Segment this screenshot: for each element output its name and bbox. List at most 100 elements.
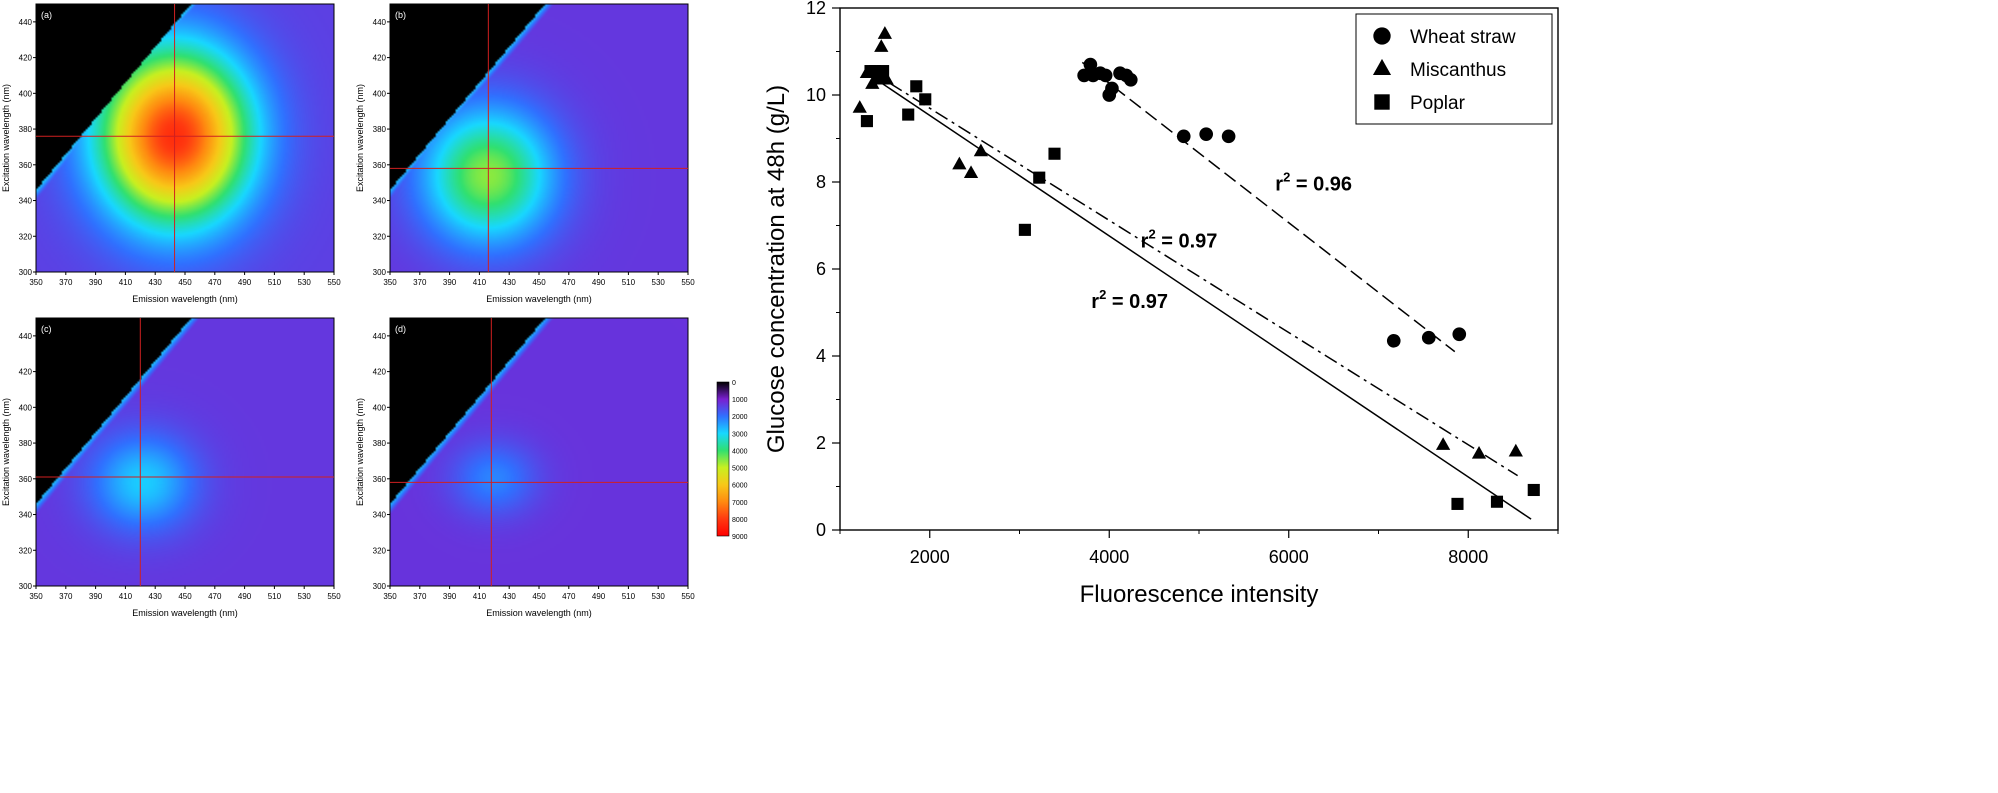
y-tick-label: 2: [816, 433, 826, 453]
y-tick-label: 360: [19, 475, 33, 484]
data-point: [1221, 129, 1236, 144]
x-tick-label: 510: [622, 592, 636, 601]
y-tick-label: 400: [373, 89, 387, 98]
eem-panel-c: (c) 350 370 390 410 430 450 470 490 510 530 550 300 3…: [1, 317, 341, 618]
x-axis-label: Fluorescence intensity: [1080, 581, 1319, 608]
x-tick-label: 350: [383, 278, 397, 287]
data-point: [852, 100, 867, 113]
y-tick-label: 440: [373, 18, 387, 27]
data-point: [952, 156, 967, 170]
fit-line: [866, 72, 1532, 520]
y-tick-label: 380: [19, 439, 33, 448]
x-tick-label: 550: [327, 278, 341, 287]
data-point: [1435, 437, 1451, 450]
x-tick-label: 550: [327, 592, 341, 601]
data-point: [860, 115, 873, 128]
y-tick-label: 0: [816, 520, 826, 540]
y-tick-label: 340: [19, 511, 33, 520]
y-tick-label: 420: [373, 54, 387, 63]
x-tick-label: 390: [443, 592, 457, 601]
y-tick-label: 320: [19, 232, 33, 241]
data-point: [1527, 483, 1540, 497]
x-tick-label: 530: [298, 592, 312, 601]
x-tick-label: 450: [532, 592, 546, 601]
r2-value: = 0.97: [1156, 230, 1218, 252]
x-axis-label: Emission wavelength (nm): [132, 608, 238, 618]
eem-panels: (a)350 370 390 410 430 450 470 490 510 530 5503003…: [1, 3, 695, 618]
data-point: [1199, 127, 1214, 141]
x-tick-label: 510: [268, 278, 282, 287]
x-tick-label: 510: [268, 592, 282, 601]
legend: Wheat straw Miscanthus Poplar: [1355, 13, 1553, 125]
x-tick-label: 490: [238, 592, 252, 601]
r2-annotation: r2 = 0.97: [1091, 287, 1168, 313]
x-tick-label: 370: [59, 592, 73, 601]
colorbar-tick-label: 8000: [732, 517, 748, 524]
r2-superscript: 2: [1283, 170, 1290, 185]
x-axis-label: Emission wavelength (nm): [132, 294, 238, 304]
colorbar-tick-label: 4000: [732, 448, 748, 455]
data-point: [1105, 81, 1119, 96]
colorbar: 0 1000 2000 3000 4000 5000 6000 7000 8000 9000: [716, 380, 748, 541]
x-tick-label: 490: [592, 592, 606, 601]
data-point: [1452, 327, 1467, 342]
x-tick-label: 450: [178, 592, 192, 601]
data-point: [877, 26, 893, 39]
x-tick-label: 450: [532, 278, 546, 287]
data-point: [1386, 333, 1401, 348]
heatmap-image: [36, 318, 334, 586]
y-tick-label: 400: [19, 89, 33, 98]
panel-label: (c): [41, 324, 52, 334]
data-point: [1471, 445, 1487, 459]
x-tick-label: 370: [413, 278, 427, 287]
y-axis-label: Excitation wavelength (nm): [355, 398, 365, 506]
colorbar-bar: [716, 381, 730, 537]
y-tick-label: 440: [19, 18, 33, 27]
colorbar-tick-label: 2000: [732, 414, 748, 421]
x-tick-label: 410: [119, 278, 133, 287]
colorbar-tick-label: 9000: [732, 534, 748, 541]
y-tick-label: 440: [373, 332, 387, 341]
x-tick-label: 350: [383, 592, 397, 601]
heatmap-image: [390, 4, 688, 272]
r2-value: = 0.96: [1290, 174, 1352, 196]
series-wheat-straw: [1077, 57, 1467, 353]
y-tick-label: 300: [373, 582, 387, 591]
y-tick-label: 440: [19, 332, 33, 341]
colorbar-tick-label: 1000: [732, 397, 748, 404]
x-tick-label: 6000: [1269, 547, 1309, 567]
colorbar-tick-label: 7000: [732, 500, 748, 507]
scatter-plot: 2000 4000 6000 8000 0 2 4 6 8 10 12 Fluorescence in…: [763, 0, 1559, 608]
data-point: [1033, 171, 1046, 184]
y-tick-label: 360: [373, 475, 387, 484]
x-tick-label: 430: [503, 592, 517, 601]
x-tick-label: 2000: [910, 547, 950, 567]
y-tick-label: 420: [373, 368, 387, 377]
y-tick-label: 340: [19, 197, 33, 206]
data-point: [1048, 147, 1061, 160]
heatmap-image: [390, 318, 688, 586]
legend-marker-circle: [1373, 27, 1391, 45]
x-tick-label: 410: [473, 278, 487, 287]
data-point: [877, 65, 890, 78]
data-point: [1123, 72, 1138, 87]
y-tick-label: 320: [373, 546, 387, 555]
data-point: [1176, 129, 1191, 144]
data-point: [1508, 443, 1523, 457]
x-tick-label: 470: [208, 278, 222, 287]
data-point: [874, 39, 889, 52]
x-tick-label: 450: [178, 278, 192, 287]
y-tick-label: 360: [19, 161, 33, 170]
legend-label: Wheat straw: [1410, 27, 1516, 48]
data-point: [910, 80, 923, 93]
y-tick-label: 420: [19, 54, 33, 63]
r2-symbol: r: [1275, 174, 1283, 196]
x-tick-label: 410: [473, 592, 487, 601]
y-axis-label: Glucose concentration at 48h (g/L): [763, 85, 790, 453]
x-axis-label: Emission wavelength (nm): [486, 294, 592, 304]
y-axis-label: Excitation wavelength (nm): [1, 84, 11, 192]
eem-panel-d: (d) 350 370 390 410 430 450 470 490 510 530 550 300 3…: [355, 317, 695, 618]
panel-label: (a): [41, 10, 52, 20]
